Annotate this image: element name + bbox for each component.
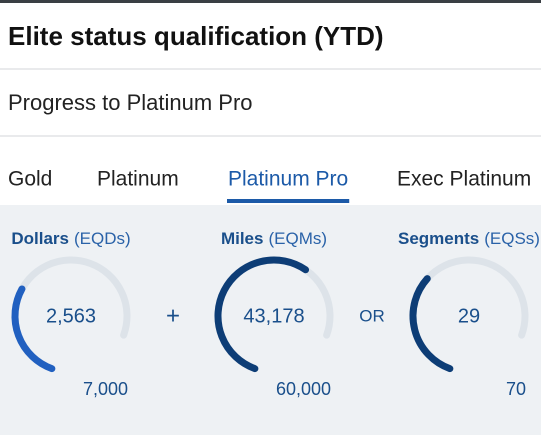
gauge-progress — [409, 275, 454, 373]
operator: OR — [359, 306, 385, 325]
metric-unit: (EQMs) — [268, 229, 327, 248]
title: Elite status qualification (YTD) — [8, 21, 384, 51]
top-edge — [0, 0, 541, 3]
gauge-panel — [0, 205, 541, 435]
tab[interactable]: Gold — [8, 168, 52, 191]
metric-name: Miles — [221, 229, 264, 248]
tab-underline — [227, 199, 350, 203]
metric-target: 7,000 — [83, 379, 128, 399]
metric-value: 43,178 — [243, 305, 304, 327]
metric-name: Segments — [398, 229, 479, 248]
metric-name: Dollars — [11, 229, 69, 248]
metric-unit: (EQSs) — [484, 229, 540, 248]
metric-target: 70 — [506, 379, 526, 399]
metric-target: 60,000 — [276, 379, 331, 399]
gauge-progress — [11, 285, 56, 373]
operator: + — [166, 302, 180, 329]
tab[interactable]: Exec Platinum — [397, 168, 531, 191]
gauge-progress — [214, 256, 310, 373]
metric-label: Segments (EQSs) — [398, 229, 540, 248]
metric-label: Dollars (EQDs) — [11, 229, 130, 248]
metric-unit: (EQDs) — [74, 229, 131, 248]
tab[interactable]: Platinum — [97, 168, 179, 191]
subheader: Progress to Platinum Pro — [8, 90, 253, 115]
metric-value: 29 — [458, 305, 480, 327]
metric-label: Miles (EQMs) — [221, 229, 327, 248]
metric-value: 2,563 — [46, 305, 96, 327]
tab[interactable]: Platinum Pro — [228, 168, 348, 191]
